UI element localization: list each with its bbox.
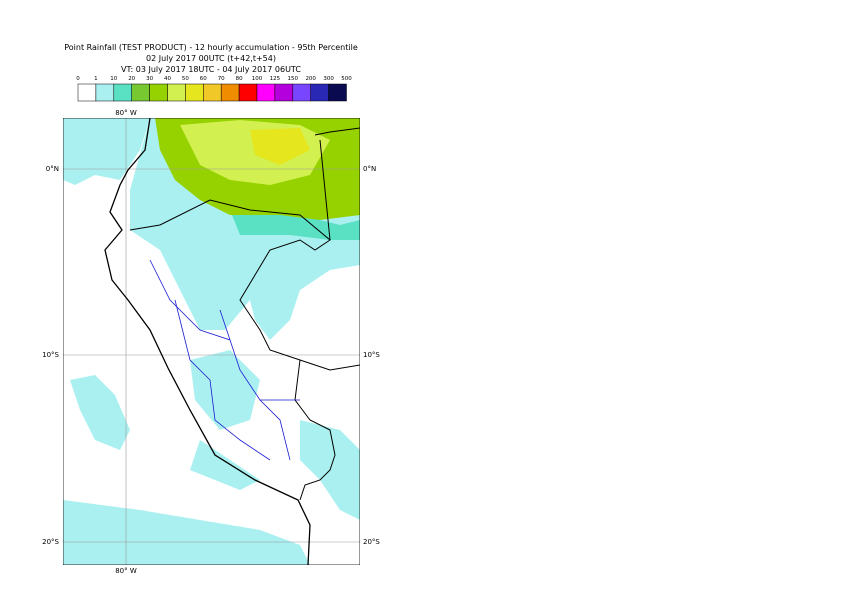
region-border: [149, 259, 300, 461]
legend-swatch: [274, 83, 294, 102]
lat-label: 10°S: [42, 351, 59, 359]
rain-area: [190, 440, 260, 490]
legend-swatch: [310, 83, 329, 102]
legend-label: 70: [218, 76, 225, 82]
title-line: VT: 03 July 2017 18UTC - 04 July 2017 06…: [121, 65, 301, 74]
lat-label: 0°N: [46, 165, 59, 173]
legend-swatch: [328, 83, 347, 102]
rain-area: [63, 500, 310, 565]
title-line: 02 July 2017 00UTC (t+42,t+54): [146, 54, 276, 63]
legend-swatch: [185, 83, 204, 102]
legend-swatch: [167, 83, 186, 102]
legend-label: 0: [76, 76, 80, 82]
legend-label: 40: [164, 76, 171, 82]
title-line: Point Rainfall (TEST PRODUCT) - 12 hourl…: [64, 43, 358, 52]
legend-label: 500: [341, 76, 352, 82]
legend-label: 300: [323, 76, 334, 82]
legend-label: 150: [288, 76, 299, 82]
lon-label: 80° W: [115, 109, 137, 117]
lat-label: 0°N: [363, 165, 376, 173]
title-block: Point Rainfall (TEST PRODUCT) - 12 hourl…: [64, 43, 358, 74]
rain-area: [250, 128, 310, 165]
legend-swatch: [220, 83, 240, 102]
country-border: [314, 127, 360, 241]
legend-label: 80: [236, 76, 243, 82]
lat-label: 10°S: [363, 351, 380, 359]
lon-label: 80° W: [115, 567, 137, 575]
legend-swatch: [238, 83, 258, 102]
legend-swatch: [95, 83, 115, 102]
rain-area: [63, 118, 150, 185]
rain-area: [190, 350, 260, 430]
country-border: [129, 199, 360, 501]
legend-swatch: [113, 83, 132, 102]
legend-label: 60: [200, 76, 207, 82]
legend-label: 200: [305, 76, 316, 82]
color-legend: 0 1 10 20 30 40 50 60 70 80 100 125 150 200 300 500: [76, 76, 352, 102]
legend-swatch: [203, 83, 222, 102]
rain-area: [230, 210, 360, 240]
legend-label: 100: [252, 76, 263, 82]
legend-swatch: [149, 83, 168, 102]
map-area: [63, 118, 360, 565]
legend-label: 30: [146, 76, 153, 82]
coastline: [104, 118, 311, 565]
legend-label: 20: [128, 76, 135, 82]
lat-label: 20°S: [363, 538, 380, 546]
lat-label: 20°S: [42, 538, 59, 546]
rain-area: [70, 375, 130, 450]
legend-label: 125: [270, 76, 281, 82]
legend-label: 10: [110, 76, 117, 82]
legend-swatch: [131, 83, 150, 102]
legend-swatch: [256, 83, 276, 102]
legend-label: 1: [94, 76, 98, 82]
graticule: [63, 118, 360, 565]
legend-label: 50: [182, 76, 189, 82]
legend-swatch: [77, 83, 97, 102]
axis-labels: 80° W 80° W 0°N 0°N 10°S 10°S 20°S 20°S: [42, 109, 380, 575]
legend-swatch: [292, 83, 311, 102]
